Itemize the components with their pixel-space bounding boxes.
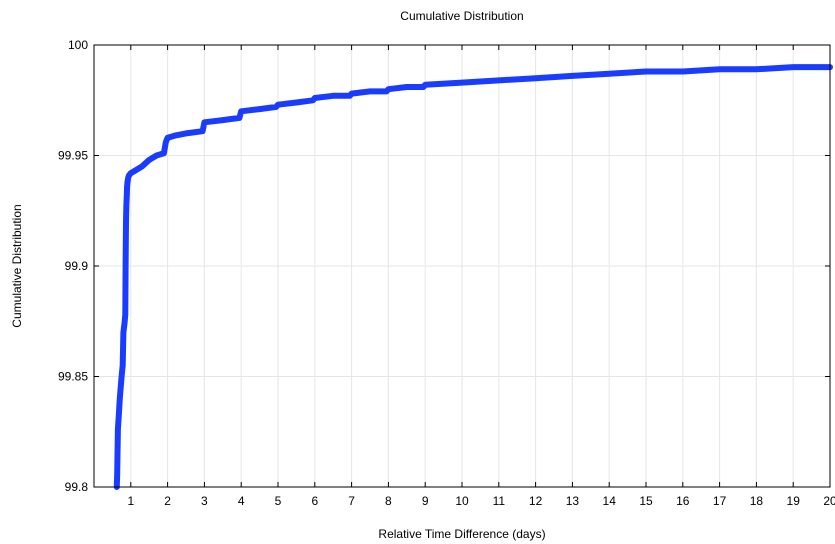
x-tick-label: 2 bbox=[164, 494, 171, 508]
y-tick-label: 99.95 bbox=[58, 149, 88, 163]
x-tick-label: 14 bbox=[603, 494, 617, 508]
plot-frame bbox=[93, 44, 831, 488]
y-axis-label: Cumulative Distribution bbox=[10, 204, 24, 327]
x-axis-label: Relative Time Difference (days) bbox=[378, 527, 545, 541]
y-tick-labels: 99.8 99.85 99.9 99.95 100 bbox=[58, 38, 88, 494]
x-tick-label: 12 bbox=[529, 494, 543, 508]
y-tick-label: 99.85 bbox=[58, 370, 88, 384]
x-tick-label: 17 bbox=[713, 494, 727, 508]
x-tick-label: 6 bbox=[311, 494, 318, 508]
x-tick-label: 8 bbox=[385, 494, 392, 508]
x-tick-label: 3 bbox=[201, 494, 208, 508]
x-tick-label: 1 bbox=[127, 494, 134, 508]
grid-lines bbox=[94, 45, 830, 487]
x-tick-label: 15 bbox=[639, 494, 653, 508]
y-tick-label: 99.9 bbox=[65, 259, 89, 273]
x-tick-label: 9 bbox=[422, 494, 429, 508]
x-tick-label: 11 bbox=[493, 494, 506, 508]
x-tick-label: 18 bbox=[750, 494, 764, 508]
x-tick-label: 20 bbox=[823, 494, 835, 508]
x-tick-label: 13 bbox=[566, 494, 580, 508]
x-tick-label: 19 bbox=[787, 494, 801, 508]
x-tick-label: 10 bbox=[455, 494, 469, 508]
series-layer bbox=[113, 64, 833, 490]
chart-title: Cumulative Distribution bbox=[400, 9, 523, 23]
y-tick-label: 99.8 bbox=[65, 480, 89, 494]
x-tick-label: 5 bbox=[275, 494, 282, 508]
series-line bbox=[113, 64, 833, 490]
x-tick-label: 7 bbox=[348, 494, 355, 508]
x-tick-label: 4 bbox=[238, 494, 245, 508]
x-tick-label: 16 bbox=[676, 494, 690, 508]
y-tick-label: 100 bbox=[68, 38, 88, 52]
x-tick-labels: 1 2 3 4 5 6 7 8 9 10 11 12 13 14 15 16 17 18 19 20 bbox=[127, 494, 835, 508]
